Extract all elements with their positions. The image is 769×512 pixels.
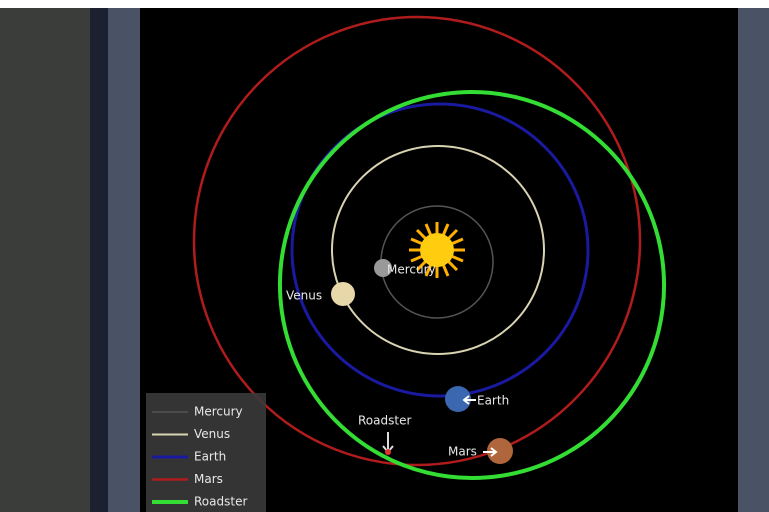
roadster-marker <box>385 449 391 455</box>
legend-label: Earth <box>194 450 226 464</box>
legend-label: Mars <box>194 472 223 486</box>
legend-label: Roadster <box>194 495 247 509</box>
body-label: Mercury <box>387 263 436 277</box>
left-panel <box>0 8 90 512</box>
screen: Mercury Venus Earth Mars Roadster Mercur… <box>0 0 769 512</box>
divider <box>90 8 108 512</box>
body-label: Roadster <box>358 414 411 428</box>
venus-planet <box>331 282 355 306</box>
right-strip <box>738 8 769 512</box>
body-label: Venus <box>286 289 322 303</box>
body-label: Mars <box>448 445 477 459</box>
legend-label: Mercury <box>194 405 243 419</box>
sidebar-strip <box>108 8 140 512</box>
body-label: Earth <box>477 394 509 408</box>
legend-label: Venus <box>194 427 230 441</box>
